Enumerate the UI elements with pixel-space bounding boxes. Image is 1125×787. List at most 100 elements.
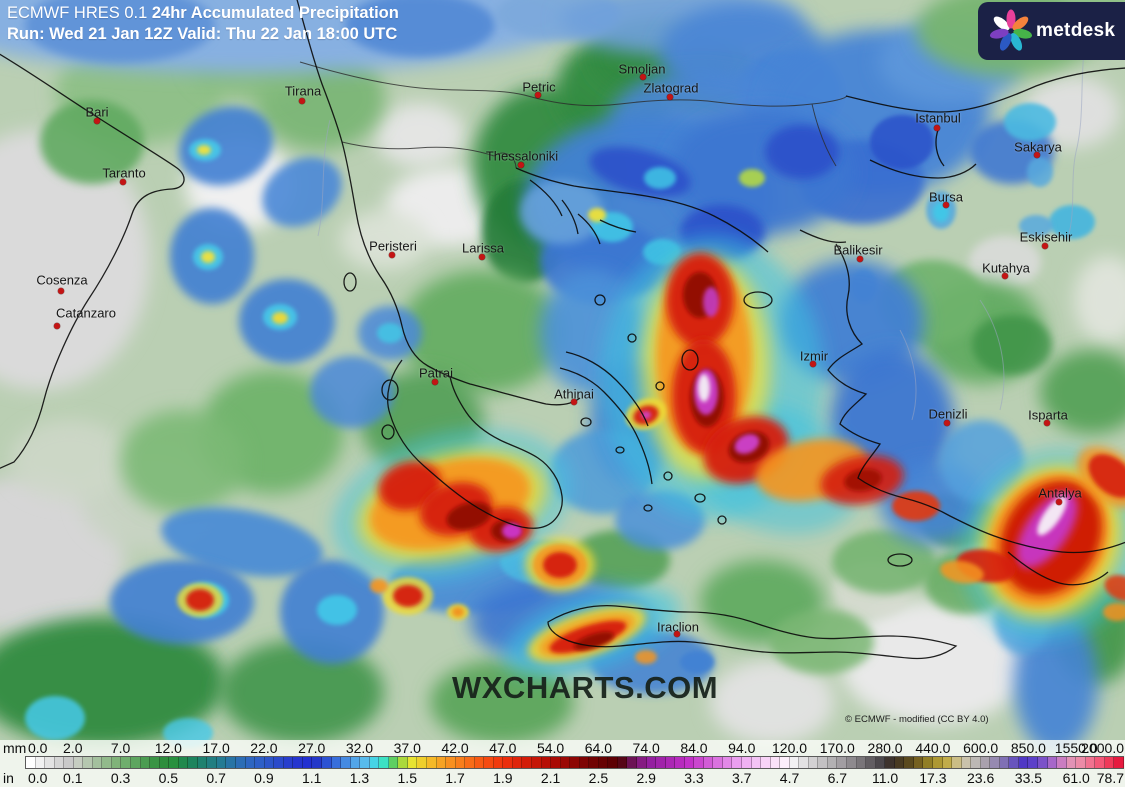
- colorbar-cell: [312, 757, 322, 768]
- colorbar-cell: [617, 757, 628, 768]
- colorbar-cell: [627, 757, 637, 768]
- title-line-1: ECMWF HRES 0.1 24hr Accumulated Precipit…: [7, 3, 399, 24]
- precip-blob: [1049, 205, 1095, 239]
- legend-mm-value: 27.0: [298, 740, 326, 756]
- colorbar-cell: [866, 757, 876, 768]
- colorbar-cell: [713, 757, 723, 768]
- run-valid-line: Run: Wed 21 Jan 12Z Valid: Thu 22 Jan 18…: [7, 25, 398, 43]
- colorbar-cell: [102, 757, 112, 768]
- city-dot: [640, 74, 646, 80]
- legend-mm-value: 47.0: [489, 740, 517, 756]
- colorbar-cell: [293, 757, 303, 768]
- metdesk-logo[interactable]: metdesk: [978, 2, 1125, 60]
- legend-mm-value: 37.0: [393, 740, 421, 756]
- colorbar-cell: [35, 757, 46, 768]
- colorbar-cell: [646, 757, 657, 768]
- legend-mm-value: 64.0: [584, 740, 613, 756]
- precip-blob: [832, 530, 936, 594]
- colorbar-cell: [83, 757, 93, 768]
- precip-blob: [972, 315, 1052, 375]
- city-dot: [1002, 273, 1008, 279]
- city-label: Iraclion: [657, 619, 699, 635]
- precip-blob: [635, 650, 657, 664]
- legend-in-value: 2.1: [540, 770, 561, 786]
- precip-blob: [1040, 350, 1125, 434]
- precip-blob: [1004, 103, 1056, 141]
- precip-blob: [452, 607, 464, 617]
- precip-blob: [710, 660, 834, 744]
- legend-mm-value: 94.0: [728, 740, 756, 756]
- pinwheel-petal: [990, 28, 1009, 39]
- precip-blob: [703, 287, 719, 317]
- colorbar-cell: [684, 757, 695, 768]
- precip-blob: [120, 410, 244, 514]
- legend-colorbar: [25, 756, 1124, 769]
- colorbar-cell: [360, 757, 370, 768]
- colorbar-cell: [321, 757, 332, 768]
- legend-in-value: 0.7: [206, 770, 226, 786]
- precip-blob: [698, 374, 710, 402]
- city-dot: [94, 118, 100, 124]
- legend-mm-value: 84.0: [680, 740, 708, 756]
- colorbar-cell: [465, 757, 475, 768]
- colorbar-cell: [188, 757, 198, 768]
- colorbar-cell: [159, 757, 170, 768]
- colorbar-cell: [236, 757, 246, 768]
- legend-mm-value: 12.0: [154, 740, 182, 756]
- colorbar-cell: [1047, 757, 1058, 768]
- pinwheel-petal: [999, 33, 1012, 51]
- colorbar-cell: [722, 757, 733, 768]
- colorbar-cell: [446, 757, 456, 768]
- colorbar-cell: [847, 757, 857, 768]
- legend-in-value: 4.7: [779, 770, 800, 786]
- precip-blob: [1027, 157, 1053, 187]
- colorbar-cell: [942, 757, 953, 768]
- precip-blob: [870, 115, 934, 169]
- colorbar-cell: [656, 757, 666, 768]
- legend-in-value: 1.5: [397, 770, 417, 786]
- colorbar-cell: [379, 757, 389, 768]
- legend-in-value: 0.9: [254, 770, 274, 786]
- precip-blob: [734, 434, 760, 454]
- colorbar-cell: [923, 757, 933, 768]
- coastlines: [0, 0, 1125, 660]
- legend-mm-value: 1550.0: [1054, 740, 1098, 756]
- legend-in-value: 61.0: [1062, 770, 1090, 786]
- precip-blob: [892, 491, 940, 521]
- legend-in-value: 3.7: [732, 770, 752, 786]
- city-label: Tirana: [284, 83, 322, 99]
- precip-blob: [739, 169, 765, 187]
- legend-mm-value: 2.0: [63, 740, 83, 756]
- colorbar-cell: [92, 757, 103, 768]
- precip-blob: [161, 507, 323, 577]
- colorbar-cell: [780, 757, 790, 768]
- precip-blob: [197, 145, 211, 155]
- city-label: Istanbul: [915, 110, 961, 126]
- colorbar-cell: [512, 757, 523, 768]
- colorbar-cell: [1057, 757, 1067, 768]
- legend-mm-value: 7.0: [110, 740, 131, 756]
- city-label: Eskisehir: [1019, 229, 1073, 245]
- colorbar-cell: [226, 757, 237, 768]
- colorbar-cell: [875, 757, 886, 768]
- colorbar-cell: [369, 757, 380, 768]
- city-dot: [934, 125, 940, 131]
- city-dot: [943, 202, 949, 208]
- colorbar-cell: [971, 757, 981, 768]
- city-dot: [667, 94, 673, 100]
- colorbar-cell: [551, 757, 561, 768]
- precip-blob: [430, 660, 574, 744]
- colorbar-cell: [703, 757, 714, 768]
- model-name: ECMWF HRES 0.1: [7, 4, 148, 22]
- colorbar-cell: [1009, 757, 1019, 768]
- precip-blob: [201, 251, 215, 263]
- colorbar-cell: [169, 757, 179, 768]
- colorbar-cell: [990, 757, 1000, 768]
- legend-in-value: 78.7: [1096, 770, 1124, 786]
- colorbar-cell: [818, 757, 828, 768]
- precip-blob: [340, 210, 430, 270]
- colorbar-cell: [350, 757, 361, 768]
- colorbar-cell: [274, 757, 284, 768]
- metdesk-pinwheel-icon: [990, 9, 1032, 51]
